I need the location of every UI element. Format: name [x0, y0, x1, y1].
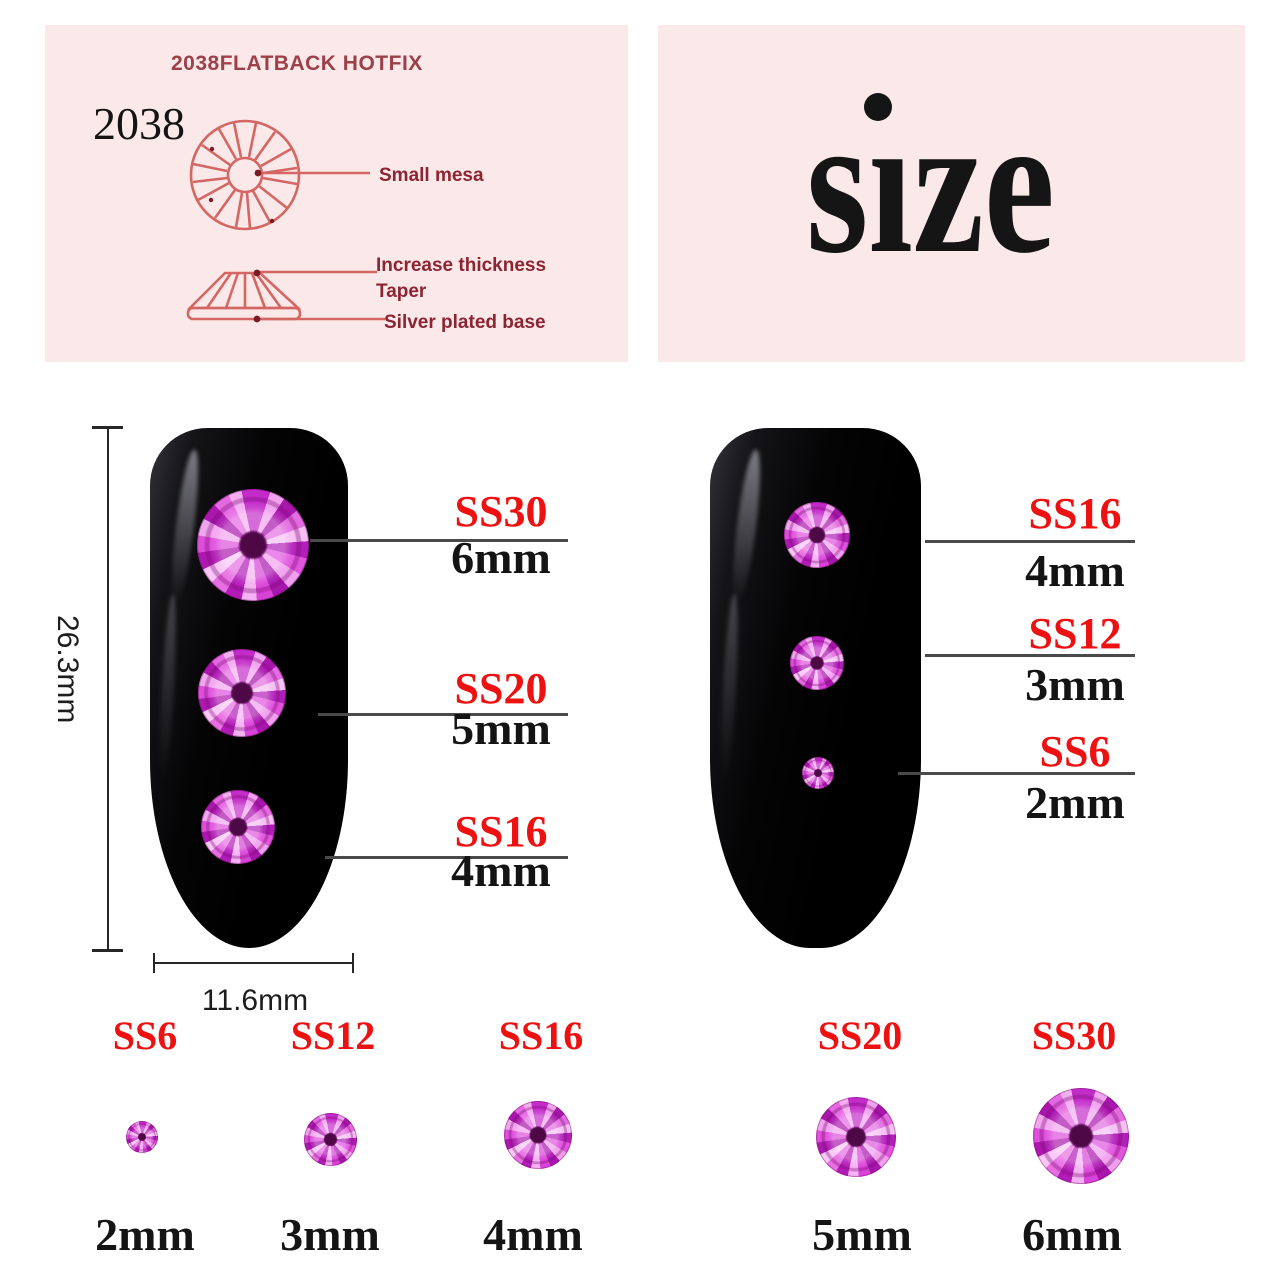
- chart-ss-label: SS12: [290, 1013, 376, 1058]
- height-dim-cap-bottom: [92, 949, 123, 952]
- gem-ss20-left-nail: [198, 649, 286, 737]
- mm-label: 4mm: [1025, 545, 1125, 596]
- callout-silver-plated-base: Silver plated base: [384, 312, 546, 333]
- width-dimension-line: [154, 962, 354, 964]
- chart-gem-ss6: [126, 1121, 158, 1153]
- nail-width-label: 11.6mm: [201, 984, 309, 1017]
- callout-increase-thickness: Increase thickness: [376, 255, 547, 276]
- ss-label: SS16: [454, 807, 548, 856]
- width-dim-cap-right: [352, 953, 354, 973]
- callout-small-mesa: Small mesa: [379, 165, 484, 186]
- leader-line: [925, 540, 1135, 543]
- ss-label: SS12: [1028, 609, 1122, 658]
- chart-mm-label: 6mm: [1022, 1209, 1122, 1260]
- mm-label: 3mm: [1025, 659, 1125, 710]
- chart-mm-label: 3mm: [280, 1209, 380, 1260]
- mm-label: 6mm: [451, 532, 551, 583]
- model-number: 2038: [93, 98, 185, 149]
- chart-mm-label: 4mm: [483, 1209, 583, 1260]
- chart-gem-ss12: [304, 1113, 357, 1166]
- chart-ss-label: SS30: [1031, 1013, 1117, 1058]
- chart-gem-ss30: [1033, 1088, 1129, 1184]
- leader-line: [925, 654, 1135, 657]
- height-dim-cap-top: [92, 426, 123, 429]
- gem-ss12-right-nail: [790, 636, 844, 690]
- mm-label: 2mm: [1025, 777, 1125, 828]
- chart-mm-label: 2mm: [95, 1209, 195, 1260]
- mm-label: 4mm: [451, 845, 551, 896]
- leader-line: [325, 856, 568, 859]
- ss-label: SS20: [454, 664, 548, 713]
- chart-ss-label: SS20: [817, 1013, 903, 1058]
- height-dimension-line: [107, 428, 109, 952]
- size-card: sıze: [658, 25, 1245, 362]
- spec-card: 2038FLATBACK HOTFIX 2038 Small mesa Incr…: [45, 25, 628, 362]
- rhinestone-structure-diagram: [186, 119, 385, 323]
- chart-mm-label: 5mm: [812, 1209, 912, 1260]
- chart-gem-ss20: [816, 1097, 896, 1177]
- width-dim-cap-left: [153, 953, 155, 973]
- ss-label: SS16: [1028, 489, 1122, 538]
- leader-line: [310, 539, 568, 542]
- chart-ss-label: SS16: [498, 1013, 584, 1058]
- callout-taper: Taper: [376, 281, 427, 302]
- chart-ss-label: SS6: [112, 1013, 178, 1058]
- size-title: sıze: [806, 74, 1055, 295]
- ss-label: SS30: [454, 487, 548, 536]
- chart-gem-ss16: [504, 1101, 572, 1169]
- ss-label: SS6: [1039, 727, 1111, 776]
- mm-label: 5mm: [451, 703, 551, 754]
- gem-ss16-left-nail: [201, 790, 275, 864]
- gem-ss16-right-nail: [784, 502, 850, 568]
- size-dot: [864, 93, 892, 121]
- leader-line: [898, 772, 1135, 775]
- leader-line: [318, 713, 568, 716]
- nail-length-label: 26.3mm: [51, 615, 84, 724]
- gem-ss6-right-nail: [802, 757, 834, 789]
- gem-ss30-left-nail: [197, 489, 309, 601]
- spec-card-title: 2038FLATBACK HOTFIX: [171, 52, 423, 75]
